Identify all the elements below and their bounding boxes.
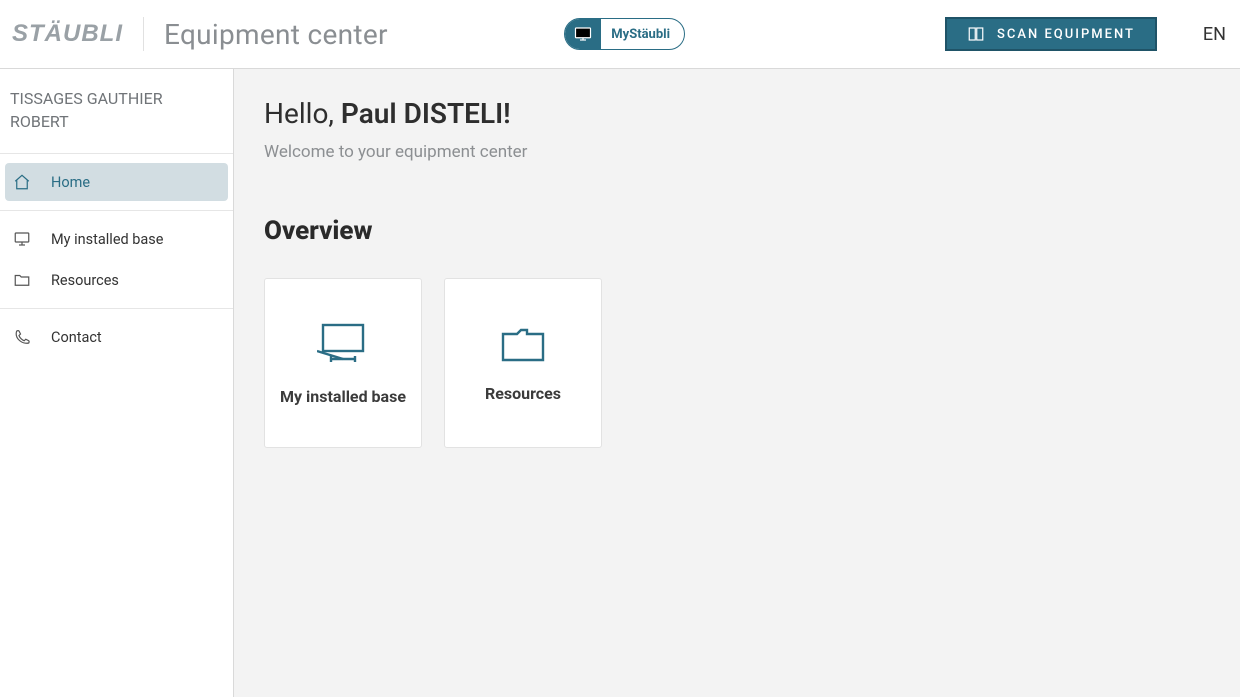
overview-title: Overview	[264, 216, 1210, 246]
org-name: TISSAGES GAUTHIER ROBERT	[0, 87, 233, 151]
sidebar: TISSAGES GAUTHIER ROBERT Home	[0, 69, 234, 697]
brand-divider	[143, 17, 144, 51]
card-installed-base[interactable]: My installed base	[264, 278, 422, 448]
app-header: STÄUBLI Equipment center MyStäubli SCAN …	[0, 0, 1240, 69]
scan-button-label: SCAN EQUIPMENT	[997, 27, 1135, 42]
sidebar-item-home[interactable]: Home	[5, 163, 228, 201]
app-body: TISSAGES GAUTHIER ROBERT Home	[0, 69, 1240, 697]
card-label: My installed base	[280, 387, 406, 408]
greeting: Hello, Paul DISTELI!	[264, 97, 1210, 130]
brand-logo: STÄUBLI	[12, 20, 123, 48]
card-resources[interactable]: Resources	[444, 278, 602, 448]
sidebar-item-installed-base[interactable]: My installed base	[5, 220, 228, 258]
app-title: Equipment center	[164, 18, 388, 51]
card-label: Resources	[485, 384, 561, 405]
mystaubli-toggle[interactable]: MyStäubli	[564, 18, 685, 50]
folder-icon	[497, 322, 549, 366]
monitor-icon	[11, 230, 33, 248]
sidebar-item-label: Resources	[51, 272, 119, 289]
scan-equipment-button[interactable]: SCAN EQUIPMENT	[945, 17, 1157, 51]
greeting-subtitle: Welcome to your equipment center	[264, 142, 1210, 162]
screen-icon	[574, 26, 592, 42]
home-icon	[11, 173, 33, 191]
language-selector[interactable]: EN	[1203, 24, 1226, 45]
monitor-icon	[317, 319, 369, 369]
overview-cards: My installed base Resources	[264, 278, 1210, 448]
sidebar-item-label: Home	[51, 174, 90, 191]
greeting-prefix: Hello,	[264, 97, 341, 130]
mystaubli-label: MyStäubli	[611, 27, 670, 42]
scan-icon	[967, 25, 985, 43]
mystaubli-icon-cap	[565, 19, 601, 49]
greeting-name: Paul DISTELI!	[341, 97, 511, 130]
sidebar-group-home: Home	[0, 153, 233, 211]
sidebar-item-contact[interactable]: Contact	[5, 318, 228, 356]
sidebar-group-main: My installed base Resources	[0, 213, 233, 309]
sidebar-group-contact: Contact	[0, 311, 233, 363]
folder-icon	[11, 271, 33, 289]
sidebar-item-resources[interactable]: Resources	[5, 261, 228, 299]
sidebar-item-label: My installed base	[51, 231, 163, 248]
brand-block: STÄUBLI Equipment center	[10, 17, 388, 51]
phone-icon	[11, 328, 33, 346]
main-content: Hello, Paul DISTELI! Welcome to your equ…	[234, 69, 1240, 697]
sidebar-item-label: Contact	[51, 329, 102, 346]
